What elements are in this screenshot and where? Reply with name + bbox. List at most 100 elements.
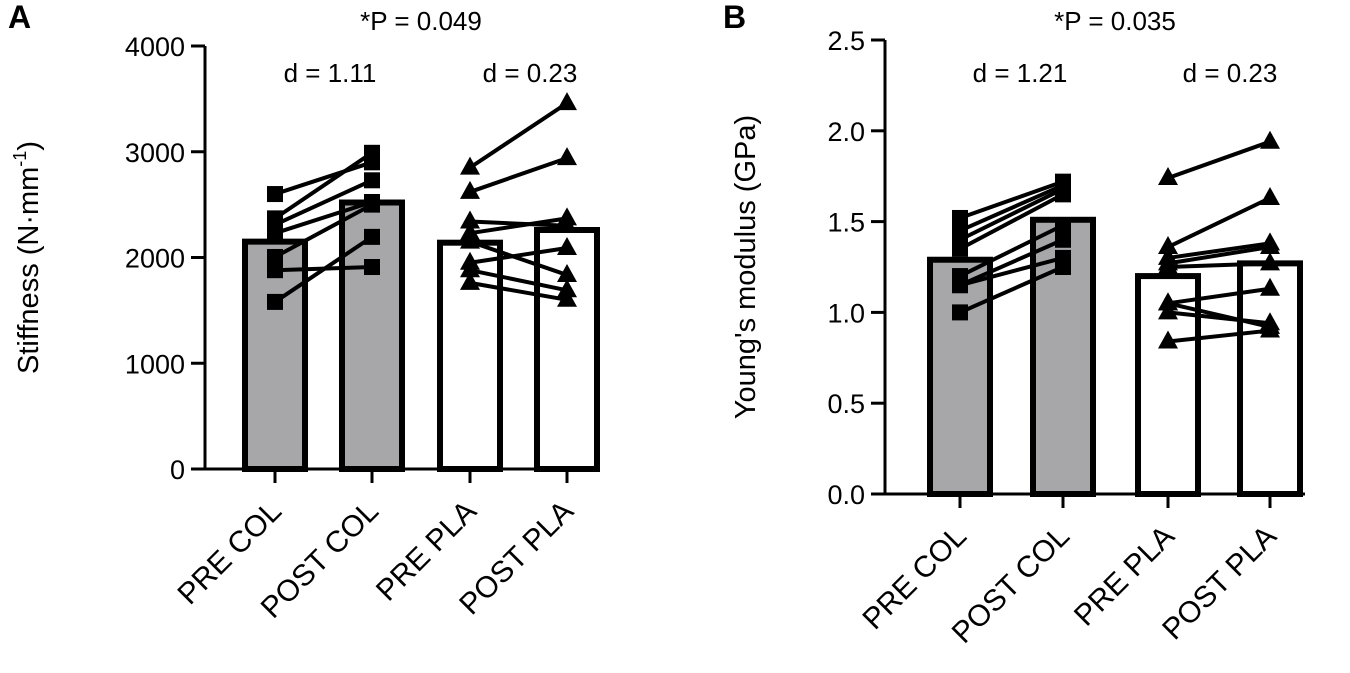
triangle-point	[1158, 236, 1178, 255]
triangle-point	[460, 210, 480, 229]
triangle-point	[1158, 256, 1178, 274]
bar-pre-col	[927, 256, 993, 497]
subject-line	[959, 255, 1064, 288]
effect-size-annotation: d = 0.23	[1183, 58, 1278, 88]
subject-line	[959, 192, 1064, 251]
subject-line	[1167, 328, 1271, 344]
square-point	[364, 259, 380, 276]
square-point	[267, 262, 283, 279]
square-point	[364, 228, 380, 245]
subject-line	[1167, 286, 1271, 306]
subject-line	[469, 156, 568, 194]
square-point	[364, 144, 380, 161]
panel-label: B	[723, 0, 746, 35]
triangle-point	[460, 259, 480, 278]
square-point	[952, 240, 968, 257]
triangle-point	[557, 92, 577, 111]
subject-line	[1167, 139, 1271, 180]
subject-line	[274, 202, 373, 259]
y-tick-label: 1000	[125, 349, 185, 379]
y-tick-label: 2.0	[827, 117, 865, 147]
triangle-point	[1260, 186, 1280, 205]
y-axis-label-sup: -1	[10, 151, 30, 167]
subject-line	[273, 151, 374, 221]
square-point	[952, 209, 968, 226]
subject-line	[1167, 245, 1271, 266]
subject-line	[959, 237, 1064, 287]
y-tick-label: 1.5	[827, 208, 865, 238]
triangle-point	[557, 279, 577, 298]
triangle-point	[460, 156, 480, 175]
subject-line	[1167, 196, 1271, 249]
subject-line	[1167, 241, 1271, 260]
subject-line	[469, 280, 568, 302]
subject-line	[959, 187, 1064, 242]
y-tick-label: 2000	[125, 244, 185, 274]
subject-line	[959, 179, 1064, 220]
triangle-point	[1260, 277, 1280, 296]
subject-line	[274, 200, 373, 236]
square-point	[1055, 217, 1071, 234]
square-point	[1055, 231, 1071, 248]
triangle-point	[1260, 252, 1280, 271]
triangle-point	[460, 271, 480, 290]
triangle-point	[460, 230, 480, 249]
subject-line	[959, 183, 1064, 233]
triangle-point	[1158, 167, 1178, 186]
y-axis-label: Stiffness (N·mm-1)	[10, 141, 45, 374]
subject-line	[468, 101, 569, 170]
effect-size-annotation: d = 1.11	[284, 58, 377, 88]
y-axis-label-text: Young's modulus (GPa)	[730, 115, 762, 419]
square-point	[1055, 186, 1071, 203]
p-value-annotation: *P = 0.035	[1054, 6, 1176, 36]
effect-size-annotation: d = 0.23	[483, 58, 578, 88]
y-tick-label: 2.5	[827, 26, 865, 56]
effect-size-annotation: d = 1.21	[973, 58, 1068, 88]
triangle-point	[1260, 130, 1280, 149]
square-point	[267, 293, 283, 310]
subject-line	[469, 268, 568, 293]
triangle-point	[557, 236, 577, 255]
y-axis-label-text: Stiffness (N·mm	[13, 167, 45, 374]
bar-post-pla	[1237, 260, 1303, 498]
subject-line	[959, 223, 1064, 278]
triangle-point	[557, 147, 577, 166]
square-point	[267, 186, 283, 203]
subject-line	[273, 235, 374, 304]
subject-line	[959, 265, 1064, 315]
y-tick-label: 1.0	[827, 298, 865, 328]
triangle-point	[1260, 236, 1280, 255]
y-tick-label: 0	[170, 455, 185, 485]
subject-line	[1167, 310, 1271, 326]
triangle-point	[1158, 301, 1178, 320]
square-point	[952, 304, 968, 321]
triangle-point	[1158, 330, 1178, 349]
triangle-point	[557, 288, 577, 307]
panel-label: A	[8, 0, 31, 35]
subject-line	[469, 219, 568, 228]
subject-line	[274, 160, 373, 196]
square-point	[364, 172, 380, 189]
y-axis-label: Young's modulus (GPa)	[730, 115, 762, 419]
triangle-point	[1158, 292, 1178, 311]
y-tick-label: 3000	[125, 138, 185, 168]
subject-line	[469, 246, 568, 265]
y-tick-label: 0.0	[827, 480, 865, 510]
subject-line	[1167, 261, 1271, 269]
y-axis-label-close: )	[13, 141, 45, 151]
square-point	[952, 277, 968, 294]
y-tick-label: 0.5	[827, 389, 865, 419]
triangle-point	[557, 207, 577, 226]
square-point	[1055, 259, 1071, 275]
square-point	[364, 196, 380, 213]
subject-line	[469, 216, 568, 236]
subject-line	[469, 239, 568, 277]
p-value-annotation: *P = 0.049	[360, 6, 482, 36]
triangle-point	[460, 180, 480, 199]
square-point	[267, 248, 283, 265]
y-tick-label: 4000	[125, 32, 185, 62]
subject-line	[274, 178, 373, 227]
